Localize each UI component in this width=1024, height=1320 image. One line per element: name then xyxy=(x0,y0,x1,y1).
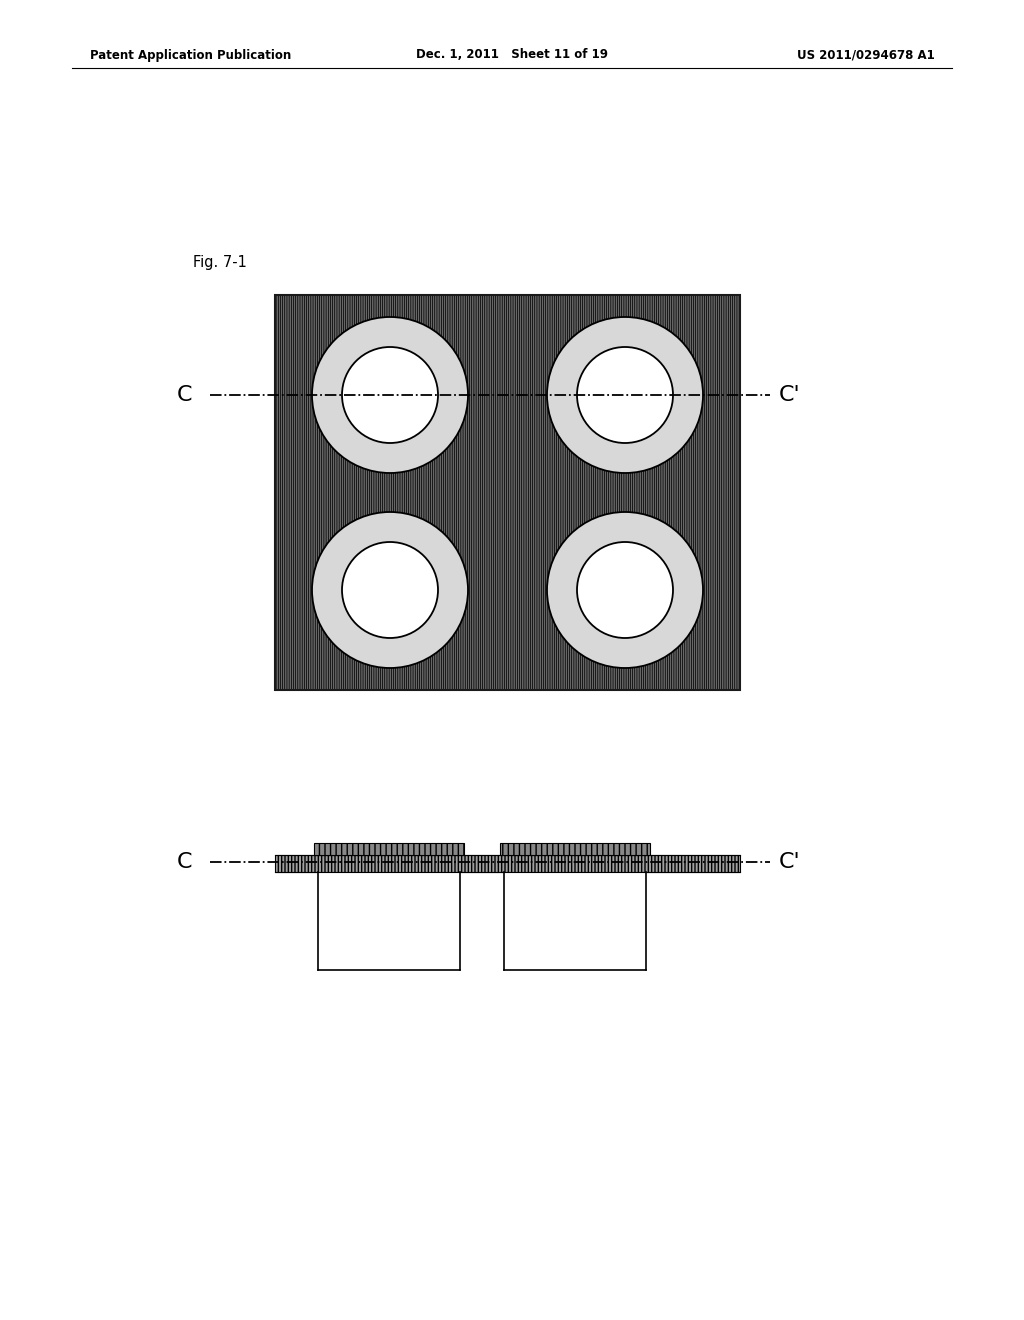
Text: Fig. 7-1: Fig. 7-1 xyxy=(193,255,247,271)
Circle shape xyxy=(312,512,468,668)
Bar xyxy=(318,873,460,970)
Circle shape xyxy=(342,347,438,444)
Text: C: C xyxy=(177,851,193,873)
Bar xyxy=(275,294,740,690)
Text: C': C' xyxy=(779,385,801,405)
Circle shape xyxy=(312,317,468,473)
Bar xyxy=(314,843,464,855)
Text: Patent Application Publication: Patent Application Publication xyxy=(90,49,291,62)
Circle shape xyxy=(547,317,703,473)
Text: C': C' xyxy=(779,851,801,873)
Circle shape xyxy=(342,543,438,638)
Circle shape xyxy=(547,512,703,668)
Bar xyxy=(275,855,740,873)
Bar xyxy=(504,873,646,970)
Circle shape xyxy=(577,543,673,638)
Text: C: C xyxy=(177,385,193,405)
Text: Dec. 1, 2011   Sheet 11 of 19: Dec. 1, 2011 Sheet 11 of 19 xyxy=(416,49,608,62)
Circle shape xyxy=(577,347,673,444)
Text: US 2011/0294678 A1: US 2011/0294678 A1 xyxy=(798,49,935,62)
Bar xyxy=(500,843,650,855)
